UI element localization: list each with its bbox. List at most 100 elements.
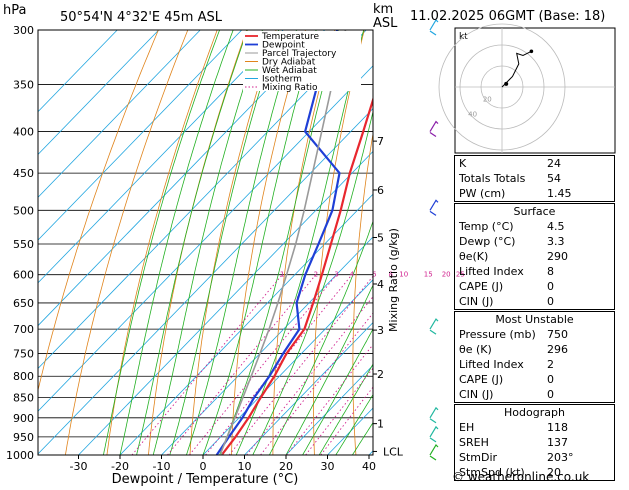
- index-row-pw: PW (cm)1.45: [455, 186, 614, 201]
- most-unstable-row: CIN (J)0: [455, 387, 614, 402]
- isotherm-line: [0, 30, 325, 455]
- pressure-tick-label: 500: [13, 204, 34, 217]
- isotherm-line: [79, 30, 491, 455]
- dry-adiabat-line: [231, 30, 305, 455]
- mixing-ratio-label: 3: [334, 271, 338, 279]
- mixing-ratio-label: 4: [350, 271, 355, 279]
- wet-adiabat-line: [137, 30, 248, 455]
- mixing-ratio-label: 1: [280, 271, 284, 279]
- height-unit-km: km: [373, 2, 393, 17]
- height-tick-label: 6: [377, 184, 384, 197]
- wind-barb-flag: [430, 31, 436, 35]
- wet-adiabat-line: [120, 30, 233, 455]
- pressure-tick-label: 600: [13, 269, 34, 282]
- most-unstable-row: Pressure (mb)750: [455, 327, 614, 342]
- mixing-ratio-label: 15: [424, 271, 433, 279]
- hodograph-table-title: Hodograph: [455, 405, 614, 420]
- pressure-tick-label: 650: [13, 297, 34, 310]
- most-unstable-title: Most Unstable: [455, 312, 614, 327]
- surface-row: Dewp (°C)3.3: [455, 234, 614, 249]
- dry-adiabat-line: [65, 30, 187, 455]
- parcel-trajectory-series: [221, 30, 345, 455]
- x-tick-label: -30: [70, 460, 88, 473]
- pressure-unit-label: hPa: [3, 3, 26, 18]
- surface-title: Surface: [455, 204, 614, 219]
- surface-row: Temp (°C)4.5: [455, 219, 614, 234]
- dry-adiabat-line: [107, 30, 217, 455]
- credit-label: © weatheronline.co.uk: [452, 470, 589, 484]
- wind-barb: [430, 408, 438, 418]
- mixing-ratio-line: [287, 275, 429, 455]
- hodograph-frame: [455, 28, 615, 153]
- mixing-ratio-axis-title: Mixing Ratio (g/kg): [387, 228, 400, 332]
- wind-barbs: [430, 20, 438, 460]
- height-tick-label: 1: [377, 418, 384, 431]
- height-tick-label: 2: [377, 368, 384, 381]
- pressure-tick-label: 850: [13, 392, 34, 405]
- wind-barb-flag: [430, 438, 436, 442]
- lcl-label: LCL: [383, 445, 404, 458]
- most-unstable-box: Most Unstable Pressure (mb)750 θe (K)296…: [454, 311, 615, 403]
- wind-barb: [430, 200, 438, 210]
- pressure-tick-label: 300: [13, 24, 34, 37]
- height-tick-label: 4: [377, 278, 384, 291]
- wind-barb: [430, 445, 438, 455]
- hodograph-ring-label: 40: [468, 110, 477, 118]
- x-tick-label: 40: [362, 460, 376, 473]
- wind-barb-flag: [430, 419, 436, 423]
- x-axis-title: Dewpoint / Temperature (°C): [112, 472, 299, 486]
- surface-box: Surface Temp (°C)4.5 Dewp (°C)3.3 θe(K)2…: [454, 203, 615, 310]
- pressure-tick-label: 1000: [6, 449, 34, 462]
- pressure-tick-label: 400: [13, 126, 34, 139]
- mixing-ratio-label: 10: [399, 271, 408, 279]
- surface-row: CAPE (J)0: [455, 279, 614, 294]
- datetime-label: 11.02.2025 06GMT (Base: 18): [410, 9, 605, 24]
- height-tick-label: 5: [377, 231, 384, 244]
- pressure-tick-label: 950: [13, 431, 34, 444]
- location-label: 50°54'N 4°32'E 45m ASL: [60, 10, 223, 25]
- most-unstable-row: CAPE (J)0: [455, 372, 614, 387]
- mixing-ratio-label: 20: [442, 271, 451, 279]
- wind-barb-flag: [430, 330, 436, 334]
- axes: 3003504004505005506006507007508008509009…: [6, 24, 404, 473]
- hodograph-ring-label: 20: [483, 96, 492, 104]
- wet-adiabat-line: [286, 30, 465, 455]
- x-tick-label: 30: [321, 460, 335, 473]
- surface-row: θe(K)290: [455, 249, 614, 264]
- pressure-tick-label: 800: [13, 370, 34, 383]
- storm-motion-marker: [504, 82, 508, 86]
- wind-barb: [430, 427, 438, 437]
- pressure-tick-label: 350: [13, 78, 34, 91]
- pressure-tick-label: 450: [13, 167, 34, 180]
- pressure-tick-label: 550: [13, 238, 34, 251]
- legend-label: Mixing Ratio: [262, 83, 318, 93]
- dry-adiabat-line: [428, 30, 453, 455]
- height-tick-label: 3: [377, 324, 384, 337]
- wind-barb-flag: [430, 211, 436, 215]
- most-unstable-row: θe (K)296: [455, 342, 614, 357]
- wind-barb: [430, 122, 438, 132]
- mixing-ratio-line: [306, 275, 447, 455]
- height-unit-asl: ASL: [373, 16, 398, 31]
- mixing-ratio-label: 2: [314, 271, 318, 279]
- wet-adiabat-line: [236, 30, 364, 455]
- surface-row: CIN (J)0: [455, 294, 614, 309]
- hodograph-end-point: [530, 50, 534, 54]
- pressure-tick-label: 900: [13, 412, 34, 425]
- wet-adiabat-line: [220, 30, 339, 455]
- wind-barb-flag: [430, 133, 436, 137]
- pressure-tick-label: 700: [13, 323, 34, 336]
- isotherm-line: [0, 30, 408, 455]
